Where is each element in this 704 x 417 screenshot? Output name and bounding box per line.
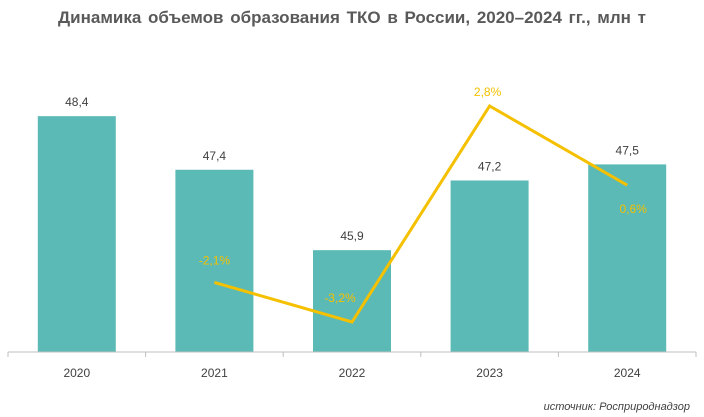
- bar-value-label-2023: 47,2: [478, 159, 502, 173]
- chart-source: источник: Росприроднадзор: [543, 401, 690, 413]
- axis-layer: [7, 351, 697, 357]
- x-tick-label-2022: 2022: [339, 366, 366, 380]
- bar-2022: [313, 250, 391, 352]
- bar-2023: [450, 180, 529, 352]
- growth-label-2021: -2,1%: [199, 253, 231, 267]
- growth-line: [213, 103, 628, 324]
- bar-2020: [37, 116, 116, 352]
- bar-2021: [175, 169, 254, 352]
- bar-value-label-2022: 45,9: [340, 229, 364, 243]
- line-layer: [213, 103, 628, 324]
- bar-value-label-2024: 47,5: [616, 143, 640, 157]
- bar-value-label-2021: 47,4: [203, 149, 227, 163]
- bar-value-label-2020: 48,4: [65, 95, 89, 109]
- x-tick-label-2023: 2023: [476, 366, 503, 380]
- bar-2024: [588, 164, 667, 352]
- chart-title: Динамика объемов образования ТКО в Росси…: [58, 8, 646, 27]
- x-tick-label-2021: 2021: [201, 366, 228, 380]
- x-tick-label-2020: 2020: [63, 366, 90, 380]
- growth-label-2022: -3,2%: [324, 291, 356, 305]
- growth-label-2024: 0,6%: [620, 202, 648, 216]
- labels-layer: 48,4 2020 47,4 2021 45,9 2022 47,2 2023 47,5 2024…: [63, 85, 647, 380]
- growth-label-2023: 2,8%: [474, 85, 502, 99]
- bars-layer: [37, 116, 667, 352]
- x-tick-label-2024: 2024: [614, 366, 641, 380]
